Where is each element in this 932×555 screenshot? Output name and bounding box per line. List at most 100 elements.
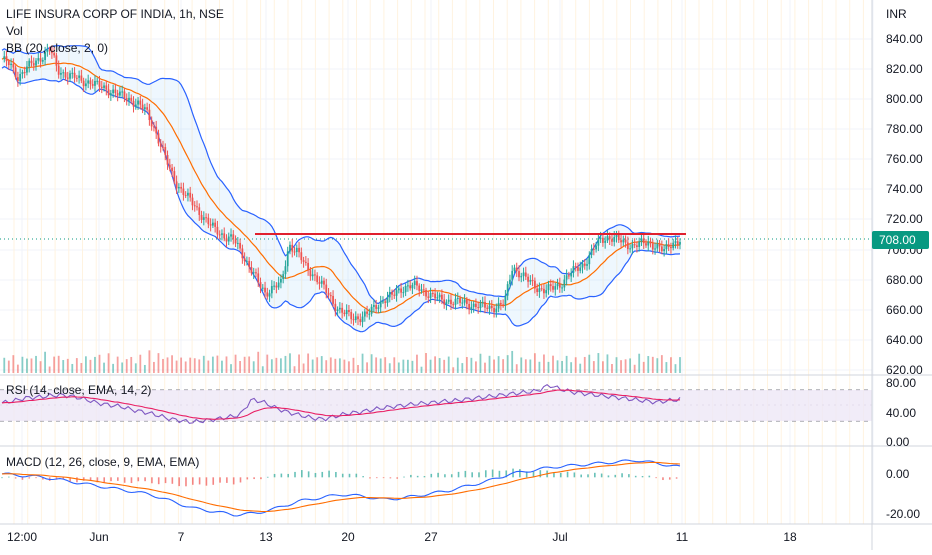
macd-histogram-bar: [35, 477, 37, 479]
candle-body: [663, 249, 666, 252]
volume-bar: [216, 355, 219, 373]
candle-body: [642, 238, 645, 244]
volume-bar: [325, 360, 328, 373]
candle-body: [295, 247, 298, 252]
candle-body: [434, 293, 437, 299]
candle-body: [531, 279, 534, 281]
candle-body: [164, 147, 167, 155]
candle-body: [638, 241, 641, 247]
volume-bar: [506, 355, 509, 373]
vol-legend[interactable]: Vol: [6, 24, 23, 38]
candle-body: [232, 234, 235, 240]
volume-bar: [670, 357, 672, 373]
macd-line: [1, 459, 681, 517]
macd-histogram-bar: [628, 474, 630, 478]
volume-bar: [547, 361, 550, 373]
macd-histogram-bar: [198, 477, 201, 485]
candle-body: [543, 288, 545, 294]
macd-histogram-bar: [130, 477, 133, 484]
candle-body: [304, 261, 307, 263]
candle-body: [429, 293, 432, 298]
candle-body: [341, 307, 344, 313]
candle-body: [114, 89, 117, 94]
candle-body: [515, 267, 518, 272]
rsi-ma-line: [1, 389, 681, 420]
price-tick-label: 780.00: [886, 122, 923, 136]
candle-body: [461, 302, 464, 304]
macd-histogram-bar: [553, 472, 555, 478]
candle-body: [409, 285, 412, 289]
volume-bar: [416, 354, 418, 373]
volume-bar: [665, 362, 668, 373]
volume-bar: [565, 355, 568, 373]
candle-body: [150, 120, 153, 127]
candle-body: [579, 267, 582, 271]
candle-body: [28, 60, 31, 67]
bb-legend[interactable]: BB (20, close, 2, 0): [6, 41, 108, 55]
macd-legend[interactable]: MACD (12, 26, close, 9, EMA, EMA): [6, 455, 199, 469]
price-tick-label: 800.00: [886, 92, 923, 106]
candle-body: [37, 58, 40, 61]
macd-histogram-bar: [532, 471, 535, 478]
candle-body: [280, 279, 282, 283]
candle-body: [162, 146, 164, 148]
volume-bar: [261, 366, 264, 373]
candle-body: [80, 75, 83, 81]
volume-bar: [656, 358, 659, 373]
volume-bar: [21, 356, 24, 373]
volume-bar: [597, 353, 600, 373]
candle-body: [227, 236, 230, 242]
candle-body: [289, 244, 291, 252]
candle-body: [445, 301, 448, 305]
macd-histogram-bar: [185, 477, 187, 487]
candle-body: [57, 65, 60, 75]
candle-body: [649, 241, 652, 244]
macd-histogram-bar: [655, 477, 657, 479]
candle-body: [314, 274, 316, 276]
macd-histogram-bar: [76, 477, 78, 483]
candle-body: [223, 233, 226, 239]
candle-body: [214, 222, 217, 227]
time-tick-label: 12:00: [7, 530, 37, 544]
macd-histogram-bar: [519, 469, 521, 478]
candle-body: [520, 275, 523, 278]
candle-body: [309, 270, 312, 277]
candle-body: [182, 188, 185, 195]
candle-body: [196, 206, 198, 208]
macd-histogram-bar: [123, 477, 126, 483]
candle-body: [16, 77, 19, 82]
candle-body: [667, 244, 670, 248]
candle-body: [73, 72, 76, 78]
candle-body: [146, 107, 149, 110]
volume-bar: [134, 363, 137, 373]
volume-bar: [39, 361, 42, 373]
volume-bar: [561, 360, 563, 373]
candle-body: [456, 297, 459, 299]
symbol-title[interactable]: LIFE INSURA CORP OF INDIA, 1h, NSE: [6, 7, 224, 21]
macd-histogram-bar: [566, 471, 569, 478]
macd-histogram-bar: [212, 477, 215, 485]
candle-body: [343, 312, 346, 315]
time-tick-label: 20: [341, 530, 355, 544]
candle-body: [493, 308, 495, 313]
volume-bar: [465, 357, 468, 373]
macd-histogram-bar: [539, 470, 542, 478]
candle-body: [286, 251, 289, 267]
candle-body: [84, 83, 87, 87]
rsi-legend[interactable]: RSI (14, close, EMA, 14, 2): [6, 383, 151, 397]
candle-body: [216, 226, 219, 235]
candle-body: [386, 297, 389, 303]
macd-histogram-bar: [648, 475, 651, 478]
candle-body: [175, 181, 178, 189]
candle-body: [524, 272, 527, 277]
candle-body: [277, 282, 280, 288]
rsi-tick-label: 80.00: [886, 376, 916, 390]
candle-body: [62, 72, 65, 74]
macd-histogram-bar: [410, 474, 412, 478]
candle-body: [187, 192, 189, 196]
candle-body: [431, 293, 434, 295]
candle-body: [336, 309, 339, 311]
candle-body: [611, 239, 613, 242]
volume-bar: [221, 360, 223, 373]
